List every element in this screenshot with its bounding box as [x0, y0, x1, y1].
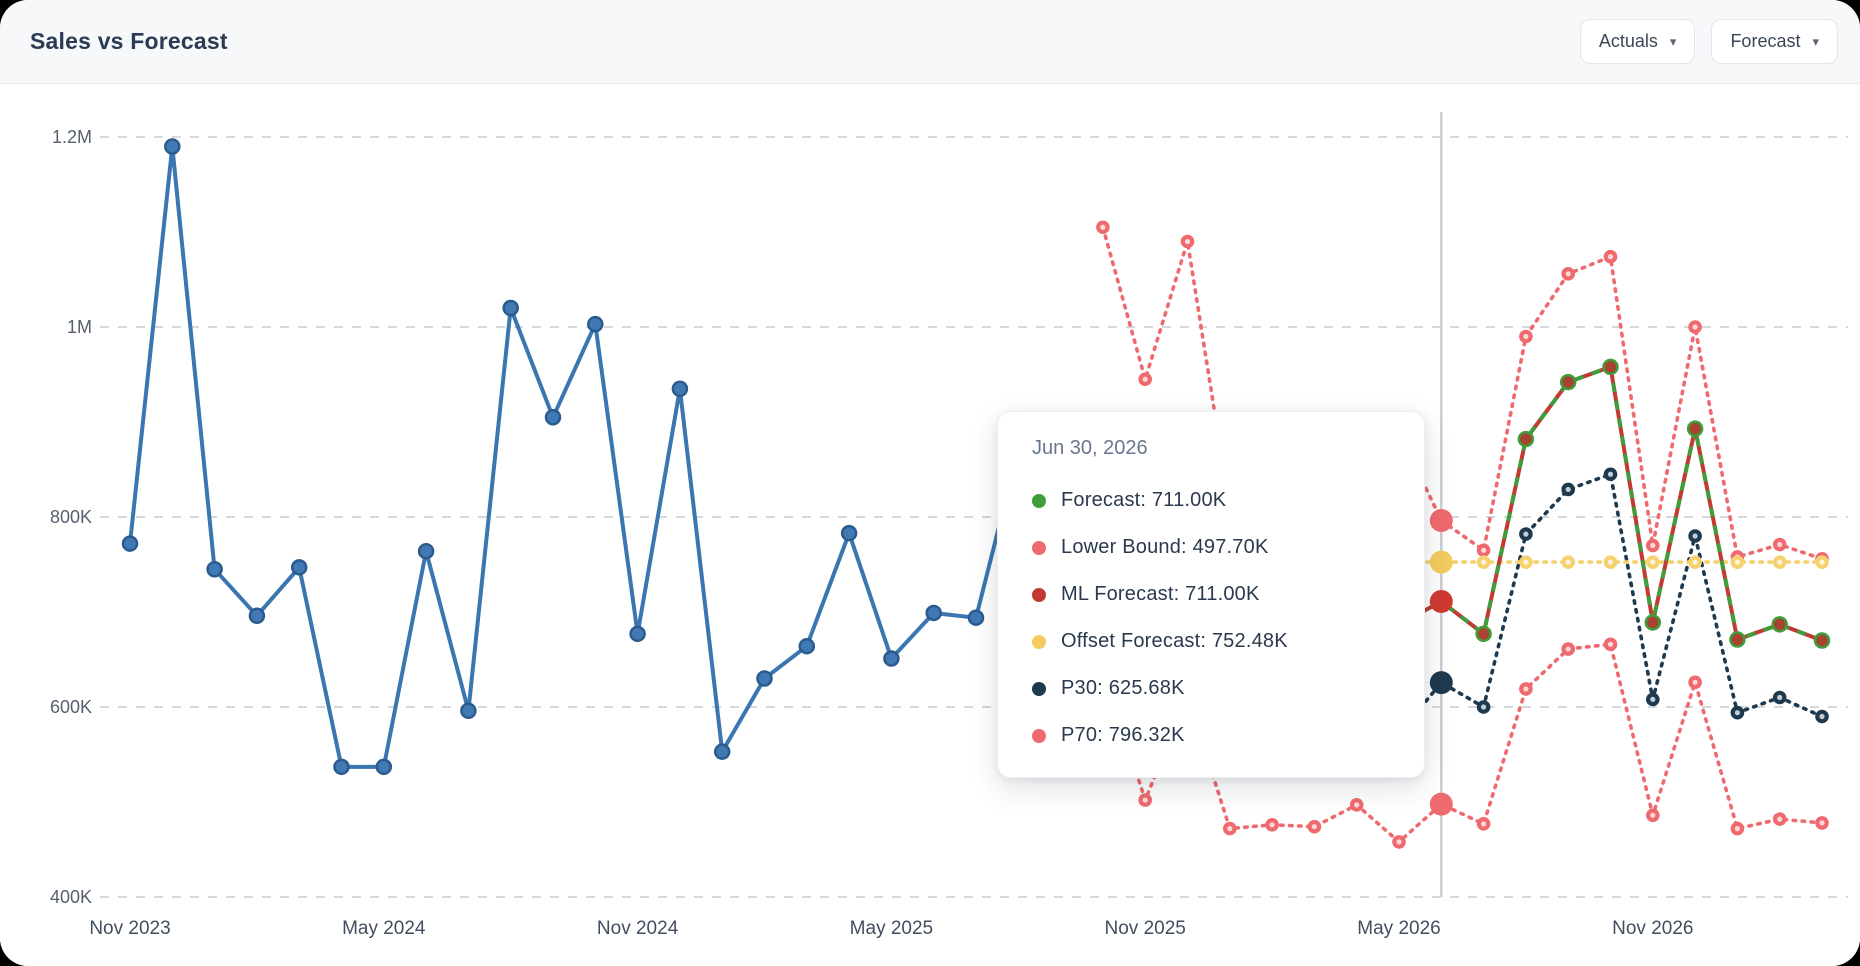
tooltip-row-text: Lower Bound: 497.70K — [1061, 536, 1269, 558]
x-tick-label: Nov 2024 — [597, 918, 679, 939]
series-color-dot — [1032, 681, 1046, 696]
tooltip-row-text: Offset Forecast: 752.48K — [1061, 630, 1288, 652]
data-point — [502, 299, 519, 317]
data-point — [375, 758, 393, 776]
hovered-data-point — [1429, 550, 1453, 574]
x-axis-labels: Nov 2023 May 2024 Nov 2024 May 2025 Nov 2025… — [89, 918, 1693, 939]
data-point — [671, 380, 689, 397]
data-point — [1517, 430, 1535, 448]
chevron-down-icon: ▾ — [1669, 34, 1677, 49]
header-controls: Actuals ▾ Forecast ▾ — [1579, 19, 1838, 64]
hovered-data-point — [1429, 508, 1453, 532]
data-point — [629, 625, 646, 643]
tooltip-row: P30: 625.68K — [1032, 665, 1394, 712]
hovered-data-point — [1429, 792, 1453, 816]
tooltip-rows: Forecast: 711.00K Lower Bound: 497.70K ML … — [1032, 477, 1394, 759]
data-point — [121, 535, 139, 552]
data-point — [417, 542, 435, 560]
x-tick-label: Nov 2026 — [1612, 918, 1693, 939]
data-point — [460, 702, 477, 720]
tooltip-row-text: ML Forecast: 711.00K — [1061, 583, 1260, 605]
data-point — [587, 315, 604, 333]
x-tick-label: May 2024 — [342, 918, 426, 939]
card-header: Sales vs Forecast Actuals ▾ Forecast ▾ — [0, 0, 1860, 84]
chevron-down-icon: ▾ — [1812, 34, 1819, 49]
data-point — [1813, 632, 1831, 649]
data-point — [1729, 631, 1746, 648]
data-point — [206, 561, 223, 578]
gridlines — [100, 136, 1848, 898]
data-point — [1559, 373, 1577, 391]
tooltip-date: Jun 30, 2026 — [1032, 437, 1148, 459]
data-point — [756, 670, 773, 687]
data-point — [333, 758, 350, 776]
chart-tooltip: Jun 30, 2026 Forecast: 711.00K Lower Boun… — [997, 411, 1425, 778]
y-tick-label: 400K — [50, 887, 92, 907]
page-title: Sales vs Forecast — [30, 28, 228, 54]
data-point — [248, 607, 266, 625]
y-tick-label: 600K — [50, 697, 92, 717]
tooltip-row: Lower Bound: 497.70K — [1032, 524, 1394, 571]
hovered-data-point — [1429, 590, 1453, 614]
data-point — [544, 409, 562, 426]
hovered-point-markers[interactable] — [1429, 508, 1453, 816]
series-color-dot — [1032, 493, 1046, 508]
y-tick-label: 1.2M — [52, 127, 92, 147]
y-axis-labels: 400K 600K 800K 1M 1.2M — [50, 127, 92, 907]
tooltip-row-text: P30: 625.68K — [1061, 677, 1185, 699]
x-tick-label: Nov 2023 — [89, 918, 170, 939]
hovered-data-point — [1429, 671, 1453, 695]
forecast-dropdown-label: Forecast — [1730, 31, 1801, 51]
data-point — [1475, 625, 1492, 643]
data-point — [967, 609, 985, 626]
data-point — [713, 743, 731, 760]
tooltip-row: Offset Forecast: 752.48K — [1032, 618, 1394, 665]
data-point — [1771, 616, 1788, 633]
tooltip-row: P70: 796.32K — [1032, 712, 1394, 759]
series-color-dot — [1032, 540, 1046, 555]
series-actuals[interactable] — [121, 138, 1069, 776]
data-point — [290, 559, 308, 576]
data-point — [1602, 358, 1619, 376]
series-color-dot — [1032, 634, 1046, 649]
data-point — [1644, 614, 1662, 631]
x-tick-label: May 2026 — [1357, 918, 1440, 939]
tooltip-row: Forecast: 711.00K — [1032, 477, 1394, 524]
x-tick-label: May 2025 — [850, 918, 933, 939]
series-color-dot — [1032, 587, 1046, 602]
tooltip-row-text: Forecast: 711.00K — [1061, 489, 1227, 511]
chart-area[interactable]: 400K 600K 800K 1M 1.2M Nov 2023 May 2024 Nov 20… — [0, 84, 1860, 966]
tooltip-row-text: P70: 796.32K — [1061, 724, 1185, 746]
series-color-dot — [1032, 728, 1046, 743]
y-tick-label: 1M — [67, 317, 92, 337]
y-tick-label: 800K — [50, 507, 92, 527]
data-point — [925, 604, 942, 622]
data-point — [798, 637, 816, 655]
data-point — [883, 650, 900, 667]
forecast-dropdown-button[interactable]: Forecast ▾ — [1711, 19, 1838, 64]
actuals-dropdown-button[interactable]: Actuals ▾ — [1579, 19, 1696, 64]
x-tick-label: Nov 2025 — [1105, 918, 1186, 939]
actuals-dropdown-label: Actuals — [1598, 31, 1658, 51]
data-point — [840, 524, 858, 542]
data-point — [164, 138, 181, 155]
data-point — [1686, 420, 1704, 437]
tooltip-row: ML Forecast: 711.00K — [1032, 571, 1394, 618]
